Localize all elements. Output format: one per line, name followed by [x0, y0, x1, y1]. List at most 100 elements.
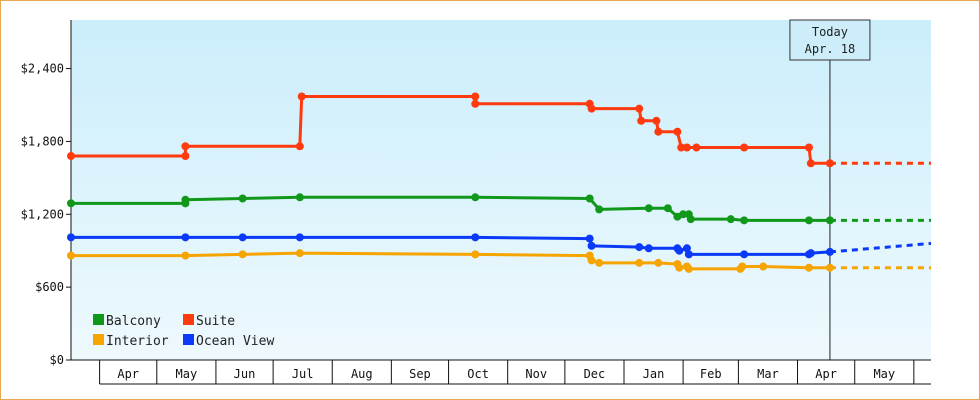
data-point [675, 263, 684, 272]
data-point [806, 159, 815, 168]
data-point [673, 127, 682, 136]
legend-label-suite: Suite [196, 314, 235, 329]
data-point [637, 116, 646, 125]
x-tick-label: Mar [757, 367, 779, 381]
y-tick-label: $2,400 [21, 62, 64, 76]
x-tick-label: Sep [409, 367, 431, 381]
data-point [587, 256, 596, 265]
data-point [238, 250, 247, 259]
data-point [686, 215, 695, 224]
x-tick-label: Apr [815, 367, 837, 381]
data-point [295, 249, 304, 258]
data-point [471, 250, 480, 259]
y-tick-label: $0 [50, 353, 64, 367]
data-point [654, 258, 663, 267]
legend: Balcony Suite Interior Ocean View [93, 314, 274, 349]
data-point [682, 244, 691, 253]
data-point [740, 250, 749, 259]
plot-area [71, 20, 931, 360]
today-label: Today [812, 25, 848, 39]
data-point [825, 263, 834, 272]
today-marker: Today Apr. 18 [789, 19, 871, 360]
series-ocean-view [67, 233, 932, 259]
data-point [740, 143, 749, 152]
data-point [181, 233, 190, 242]
data-point [181, 152, 190, 160]
legend-label-balcony: Balcony [106, 314, 161, 329]
today-box [789, 19, 871, 61]
x-tick-label: Oct [467, 367, 489, 381]
y-axis: $0 $600 $1,200 $1,800 $2,400 [21, 20, 72, 367]
legend-label-interior: Interior [106, 334, 169, 349]
data-point [663, 204, 672, 213]
series-projection-ocean-view [829, 241, 932, 254]
data-point [238, 194, 247, 203]
y-tick-label: $1,200 [21, 207, 64, 221]
data-point [295, 142, 304, 151]
x-tick-label: Nov [525, 367, 547, 381]
data-point [652, 116, 661, 125]
y-tick-label: $600 [35, 280, 64, 294]
data-point [595, 258, 604, 267]
x-tick-label: Aug [351, 367, 373, 381]
data-point [295, 193, 304, 202]
data-point [644, 244, 653, 253]
data-point [759, 262, 768, 271]
x-tick-label: Jul [292, 367, 314, 381]
data-point [181, 142, 190, 151]
data-point [682, 143, 691, 152]
data-point [181, 195, 190, 204]
data-point [726, 215, 735, 224]
data-point [740, 216, 749, 225]
series-lines [67, 92, 932, 273]
x-tick-label: Apr [117, 367, 139, 381]
data-point [644, 204, 653, 213]
data-point [67, 152, 75, 160]
data-point [595, 205, 604, 214]
data-point [825, 247, 834, 256]
x-tick-label: Jan [643, 367, 665, 381]
data-point [692, 143, 701, 152]
data-point [804, 216, 813, 225]
data-point [181, 251, 190, 260]
data-point [635, 104, 644, 113]
x-tick-label: Feb [700, 367, 722, 381]
legend-swatch-balcony [93, 314, 104, 325]
x-tick-label: Dec [584, 367, 606, 381]
data-point [587, 241, 596, 250]
data-point [67, 251, 75, 260]
data-point [635, 243, 644, 252]
data-point [471, 233, 480, 242]
data-point [471, 92, 480, 101]
data-point [585, 194, 594, 203]
data-point [238, 233, 247, 242]
data-point [675, 246, 684, 255]
legend-swatch-ocean-view [183, 334, 194, 345]
legend-swatch-interior [93, 334, 104, 345]
data-point [635, 258, 644, 267]
data-point [297, 92, 306, 101]
x-tick-label: Jun [234, 367, 256, 381]
series-balcony [67, 193, 931, 225]
y-tick-label: $1,800 [21, 134, 64, 148]
data-point [67, 199, 75, 208]
series-interior [67, 249, 931, 273]
data-point [804, 143, 813, 152]
data-point [654, 127, 663, 136]
data-point [684, 264, 693, 273]
data-point [738, 262, 747, 271]
x-axis-months: Apr May Jun Jul Aug Sep Oct Nov Dec Jan Feb Mar Apr M… [71, 359, 931, 385]
data-point [471, 99, 480, 108]
data-point [677, 143, 686, 152]
data-point [585, 234, 594, 243]
data-point [684, 250, 693, 259]
series-suite [67, 92, 931, 168]
x-tick-label: May [176, 367, 198, 381]
data-point [825, 159, 834, 168]
legend-swatch-suite [183, 314, 194, 325]
data-point [679, 210, 688, 219]
data-point [806, 249, 815, 258]
data-point [295, 233, 304, 242]
data-point [587, 104, 596, 113]
